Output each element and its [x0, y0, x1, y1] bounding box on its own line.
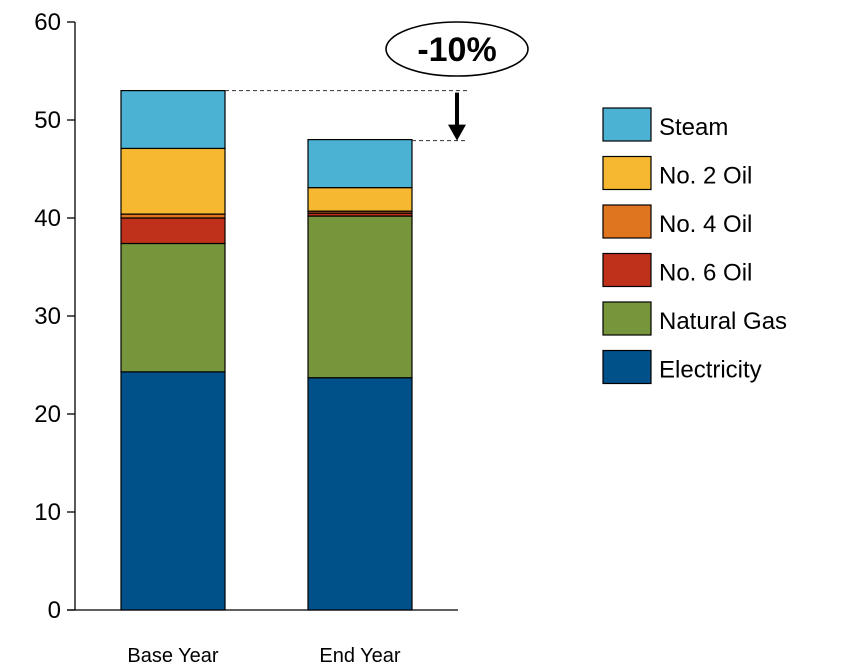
legend-label: Steam — [659, 114, 728, 141]
legend-label: No. 4 Oil — [659, 211, 752, 238]
change-annotation: -10% — [225, 21, 529, 142]
x-category-label: Base Year — [127, 645, 219, 666]
legend-label: Electricity — [659, 357, 762, 384]
bar-segment-natural-gas — [307, 215, 413, 379]
axes: 0 10 20 30 40 50 60 Base Year End Year — [34, 9, 458, 666]
bar-segment-natural-gas — [120, 242, 226, 373]
down-arrow-icon — [448, 124, 466, 141]
bars — [120, 89, 413, 611]
y-tick-label: 10 — [34, 499, 61, 526]
y-tick-label: 20 — [34, 401, 61, 428]
legend-swatch — [602, 349, 652, 385]
legend-swatch — [602, 301, 652, 336]
y-tick-label: 0 — [48, 597, 61, 624]
bar-segment-no-6-oil — [120, 217, 226, 245]
bar-segment-no-2-oil — [120, 147, 226, 215]
legend-label: No. 6 Oil — [659, 260, 752, 287]
legend-swatch — [602, 155, 652, 191]
legend-label: No. 2 Oil — [659, 163, 752, 190]
callout-ellipse — [385, 21, 529, 77]
legend-label: Natural Gas — [659, 308, 787, 335]
legend-swatch — [602, 204, 652, 239]
y-tick-label: 40 — [34, 205, 61, 232]
callout-percent-change: -10% — [417, 31, 496, 69]
y-tick-label: 60 — [34, 9, 61, 36]
bar-segment-no-2-oil — [307, 187, 413, 212]
legend: Steam No. 2 Oil No. 4 Oil No. 6 Oil Natural … — [602, 107, 787, 385]
y-tick-label: 30 — [34, 303, 61, 330]
bar-segment-electricity — [307, 377, 413, 611]
x-category-label: End Year — [319, 645, 401, 666]
legend-swatch — [602, 252, 652, 288]
legend-swatch — [602, 107, 652, 142]
bar-segment-steam — [120, 89, 226, 150]
bar-segment-steam — [307, 139, 413, 189]
bar-segment-electricity — [120, 371, 226, 611]
y-tick-label: 50 — [34, 107, 61, 134]
